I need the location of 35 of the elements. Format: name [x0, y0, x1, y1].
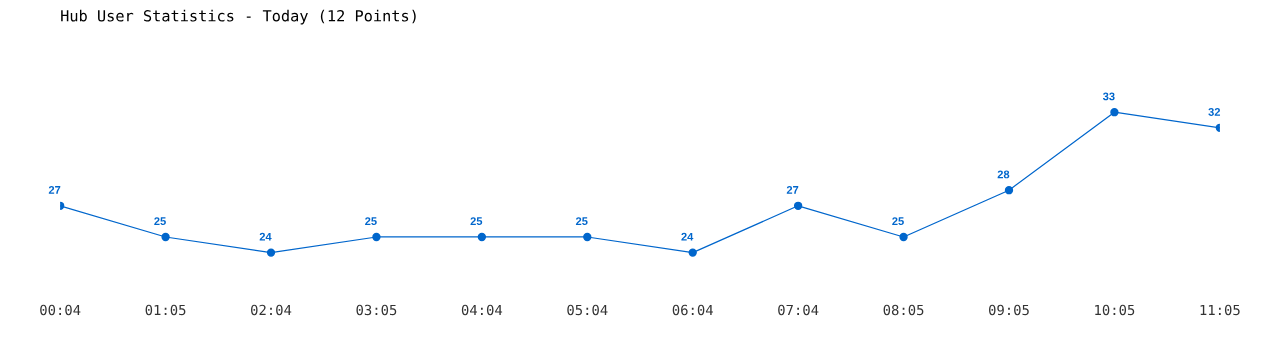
x-tick-label: 05:04: [567, 304, 608, 316]
data-label: 33: [1102, 92, 1115, 101]
data-label: 24: [259, 232, 272, 241]
data-label: 28: [997, 170, 1010, 179]
x-tick-label: 00:04: [40, 304, 81, 316]
x-tick-label: 10:05: [1095, 304, 1135, 316]
chart-title: Hub User Statistics - Today (12 Points): [61, 9, 416, 25]
point: [266, 248, 276, 257]
data-label: 32: [1208, 108, 1221, 116]
x-tick-label: 04:04: [461, 304, 503, 316]
x-tick-label: 09:05: [988, 304, 1029, 316]
data-label: 27: [786, 186, 799, 194]
data-label: 24: [681, 232, 694, 241]
x-tick-label: 08:05: [883, 304, 924, 316]
point: [1110, 108, 1119, 117]
point: [372, 232, 381, 242]
data-label: 25: [575, 217, 588, 226]
x-tick-label: 11:05: [1200, 304, 1240, 316]
data-label: 25: [365, 217, 377, 226]
point: [583, 232, 592, 242]
x-tick-label: 02:04: [251, 304, 292, 316]
data-label: 25: [470, 217, 483, 226]
x-tick-label: 03:05: [356, 304, 397, 316]
point: [899, 232, 908, 242]
point: [1004, 186, 1014, 195]
point: [161, 232, 170, 242]
point: [688, 248, 697, 257]
point: [477, 232, 487, 242]
data-label: 25: [892, 217, 904, 226]
x-tick-label: 07:04: [778, 304, 819, 316]
data-label: 25: [154, 217, 166, 226]
x-tick-label: 06:04: [672, 304, 713, 316]
data-label: 27: [48, 186, 61, 194]
point: [793, 201, 803, 210]
x-tick-label: 01:05: [145, 304, 186, 316]
